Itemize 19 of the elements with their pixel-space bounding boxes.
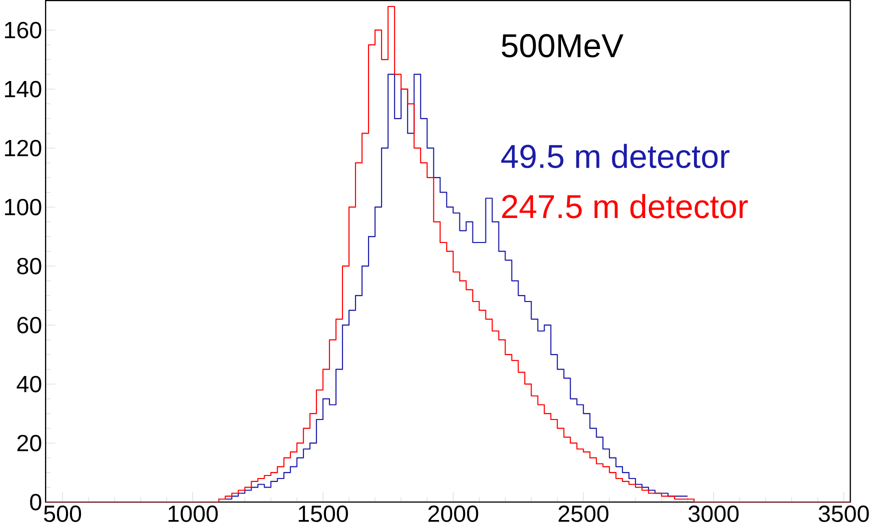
- x-tick-label: 3000: [688, 505, 739, 522]
- y-tick-label: 100: [5, 198, 42, 216]
- y-tick-label: 40: [16, 376, 42, 392]
- y-tick-label: 140: [5, 80, 42, 98]
- x-tick-label: 500: [44, 505, 82, 522]
- annotation: 500MeV: [502, 34, 624, 58]
- x-tick-label: 1000: [168, 505, 218, 522]
- series-label: 247.5 m detector: [502, 194, 748, 218]
- y-tick-label: 120: [5, 140, 42, 156]
- x-tick-label: 1500: [298, 505, 348, 522]
- y-tick-label: 80: [17, 258, 42, 274]
- x-tick-label: 3500: [818, 505, 869, 522]
- series-label: 49.5 m detector: [501, 144, 730, 168]
- y-tick-label: 160: [5, 22, 42, 38]
- y-tick-label: 60: [17, 316, 42, 334]
- x-tick-label: 2500: [558, 505, 608, 522]
- x-tick-label: 2000: [428, 505, 478, 522]
- y-tick-label: 0: [30, 494, 42, 510]
- y-tick-label: 20: [17, 434, 42, 452]
